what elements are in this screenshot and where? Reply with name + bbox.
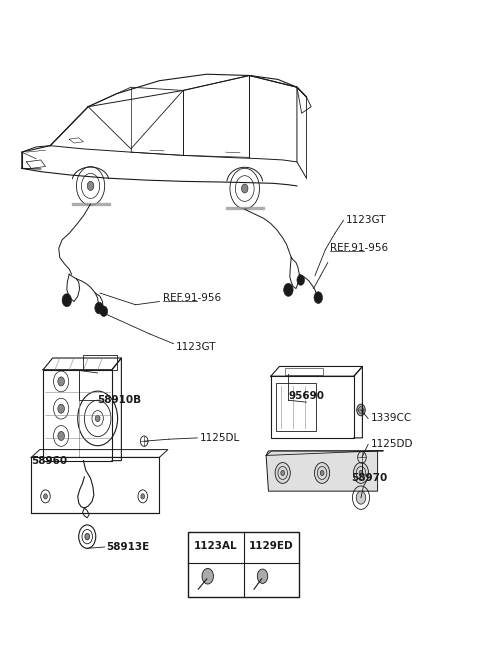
Text: 1123AL: 1123AL: [194, 542, 238, 552]
Circle shape: [353, 462, 369, 483]
Text: REF.91-956: REF.91-956: [163, 293, 221, 303]
Circle shape: [357, 404, 365, 416]
Circle shape: [96, 415, 100, 422]
Circle shape: [359, 470, 363, 476]
Circle shape: [314, 291, 323, 303]
Circle shape: [202, 569, 214, 584]
Circle shape: [320, 470, 324, 476]
Circle shape: [95, 302, 103, 314]
Text: 58970: 58970: [351, 473, 388, 483]
Circle shape: [275, 462, 290, 483]
Circle shape: [241, 184, 248, 193]
Circle shape: [87, 181, 94, 191]
Bar: [188, 532, 300, 597]
Polygon shape: [266, 451, 378, 491]
Circle shape: [257, 569, 268, 584]
Circle shape: [284, 284, 293, 296]
Text: 58910B: 58910B: [97, 395, 142, 405]
Text: 1129ED: 1129ED: [249, 542, 294, 552]
Circle shape: [44, 494, 48, 499]
Circle shape: [58, 404, 64, 413]
Bar: [43, 369, 112, 460]
Text: 1123GT: 1123GT: [345, 215, 386, 225]
Text: 1339CC: 1339CC: [371, 413, 412, 423]
Circle shape: [100, 306, 108, 316]
Text: 1125DL: 1125DL: [200, 433, 240, 443]
Circle shape: [141, 494, 144, 499]
Text: 58913E: 58913E: [106, 542, 149, 552]
Bar: [271, 376, 354, 438]
Circle shape: [297, 275, 304, 286]
Text: 58960: 58960: [31, 456, 67, 466]
Circle shape: [85, 533, 90, 540]
Bar: [276, 383, 316, 432]
Text: REF.91-956: REF.91-956: [330, 243, 388, 253]
Circle shape: [356, 491, 366, 504]
Text: 1123GT: 1123GT: [176, 342, 216, 352]
Circle shape: [281, 470, 285, 476]
Circle shape: [58, 432, 64, 441]
Circle shape: [62, 293, 72, 307]
Circle shape: [314, 462, 330, 483]
Circle shape: [58, 377, 64, 386]
Text: 1125DD: 1125DD: [371, 440, 413, 449]
Bar: [285, 368, 323, 375]
Text: 95690: 95690: [288, 390, 324, 401]
